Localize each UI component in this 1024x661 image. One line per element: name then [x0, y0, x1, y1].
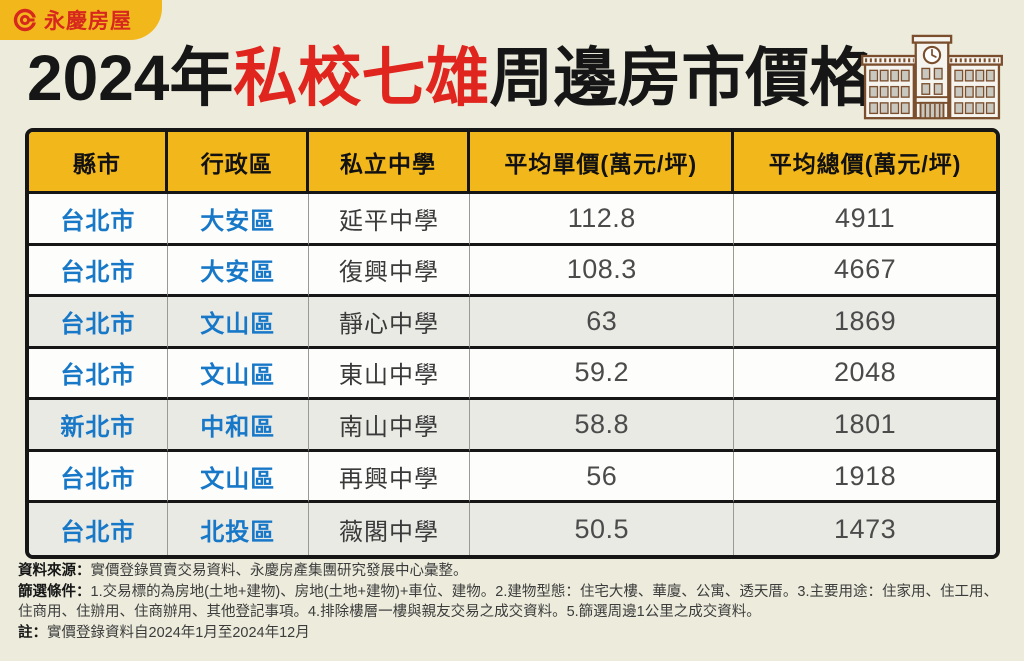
cell-school: 南山中學 — [308, 400, 471, 452]
source-note: 資料來源：實價登錄買賣交易資料、永慶房產集團研究發展中心彙整。 — [18, 561, 1010, 582]
date-note-label: 註： — [18, 624, 47, 641]
cell-city: 新北市 — [29, 400, 168, 452]
cell-total-price: 1801 — [734, 400, 996, 452]
yungching-logo-badge: 永慶房屋 — [0, 0, 162, 40]
cell-total-price: 4911 — [734, 194, 996, 246]
cell-city: 台北市 — [29, 194, 168, 246]
footer-notes: 資料來源：實價登錄買賣交易資料、永慶房產集團研究發展中心彙整。 篩選條件：1.交… — [18, 561, 1010, 643]
cell-city: 台北市 — [29, 245, 168, 298]
date-note-text: 實價登錄資料自2024年1月至2024年12月 — [47, 624, 310, 641]
cell-unit-price: 56 — [470, 451, 735, 504]
cell-total-price: 1869 — [734, 297, 996, 349]
cell-unit-price: 58.8 — [470, 400, 735, 452]
cell-unit-price: 108.3 — [470, 245, 735, 298]
cell-district: 北投區 — [167, 503, 309, 555]
cell-total-price: 1473 — [734, 503, 996, 555]
criteria-note: 篩選條件：1.交易標的為房地(土地+建物)、房地(土地+建物)+車位、建物。2.… — [18, 582, 1010, 623]
source-label: 資料來源： — [18, 563, 91, 579]
header-cell-school: 私立中學 — [308, 132, 471, 194]
criteria-text: 1.交易標的為房地(土地+建物)、房地(土地+建物)+車位、建物。2.建物型態：… — [18, 583, 998, 621]
cell-total-price: 1918 — [734, 451, 996, 504]
title-highlight: 私校七雄 — [233, 42, 490, 114]
cell-district: 大安區 — [167, 245, 309, 298]
header-cell-total-price: 平均總價(萬元/坪) — [734, 132, 996, 194]
cell-unit-price: 112.8 — [470, 194, 735, 246]
page-title: 2024年私校七雄周邊房市價格 — [27, 38, 873, 118]
cell-school: 延平中學 — [308, 194, 471, 246]
cell-school: 東山中學 — [308, 348, 471, 401]
cell-city: 台北市 — [29, 503, 168, 555]
cell-city: 台北市 — [29, 348, 168, 401]
header-cell-city: 縣市 — [29, 132, 168, 194]
cell-city: 台北市 — [29, 297, 168, 349]
cell-school: 再興中學 — [308, 451, 471, 504]
logo-text: 永慶房屋 — [44, 10, 132, 33]
cell-district: 文山區 — [167, 297, 309, 349]
cell-district: 中和區 — [167, 400, 309, 452]
criteria-label: 篩選條件： — [18, 583, 91, 600]
cell-district: 文山區 — [167, 451, 309, 504]
source-text: 實價登錄買賣交易資料、永慶房產集團研究發展中心彙整。 — [90, 563, 468, 579]
cell-unit-price: 63 — [470, 297, 735, 349]
title-year: 2024年 — [27, 42, 234, 114]
cell-school: 薇閣中學 — [308, 503, 471, 555]
title-suffix: 周邊房市價格 — [489, 42, 874, 114]
date-note: 註：實價登錄資料自2024年1月至2024年12月 — [18, 623, 1010, 644]
cell-district: 文山區 — [167, 348, 309, 401]
header-cell-unit-price: 平均單價(萬元/坪) — [470, 132, 735, 194]
cell-total-price: 2048 — [734, 348, 996, 401]
cell-school: 復興中學 — [308, 245, 471, 298]
header-cell-district: 行政區 — [167, 132, 309, 194]
price-table: 縣市 行政區 私立中學 平均單價(萬元/坪) 平均總價(萬元/坪) 台北市 大安… — [25, 128, 1000, 559]
school-building-icon — [861, 34, 1003, 120]
cell-school: 靜心中學 — [308, 297, 471, 349]
cell-district: 大安區 — [167, 194, 309, 246]
cell-city: 台北市 — [29, 451, 168, 504]
yungching-logo-icon — [13, 8, 38, 32]
cell-unit-price: 59.2 — [470, 348, 735, 401]
cell-unit-price: 50.5 — [470, 503, 735, 555]
cell-total-price: 4667 — [734, 245, 996, 298]
